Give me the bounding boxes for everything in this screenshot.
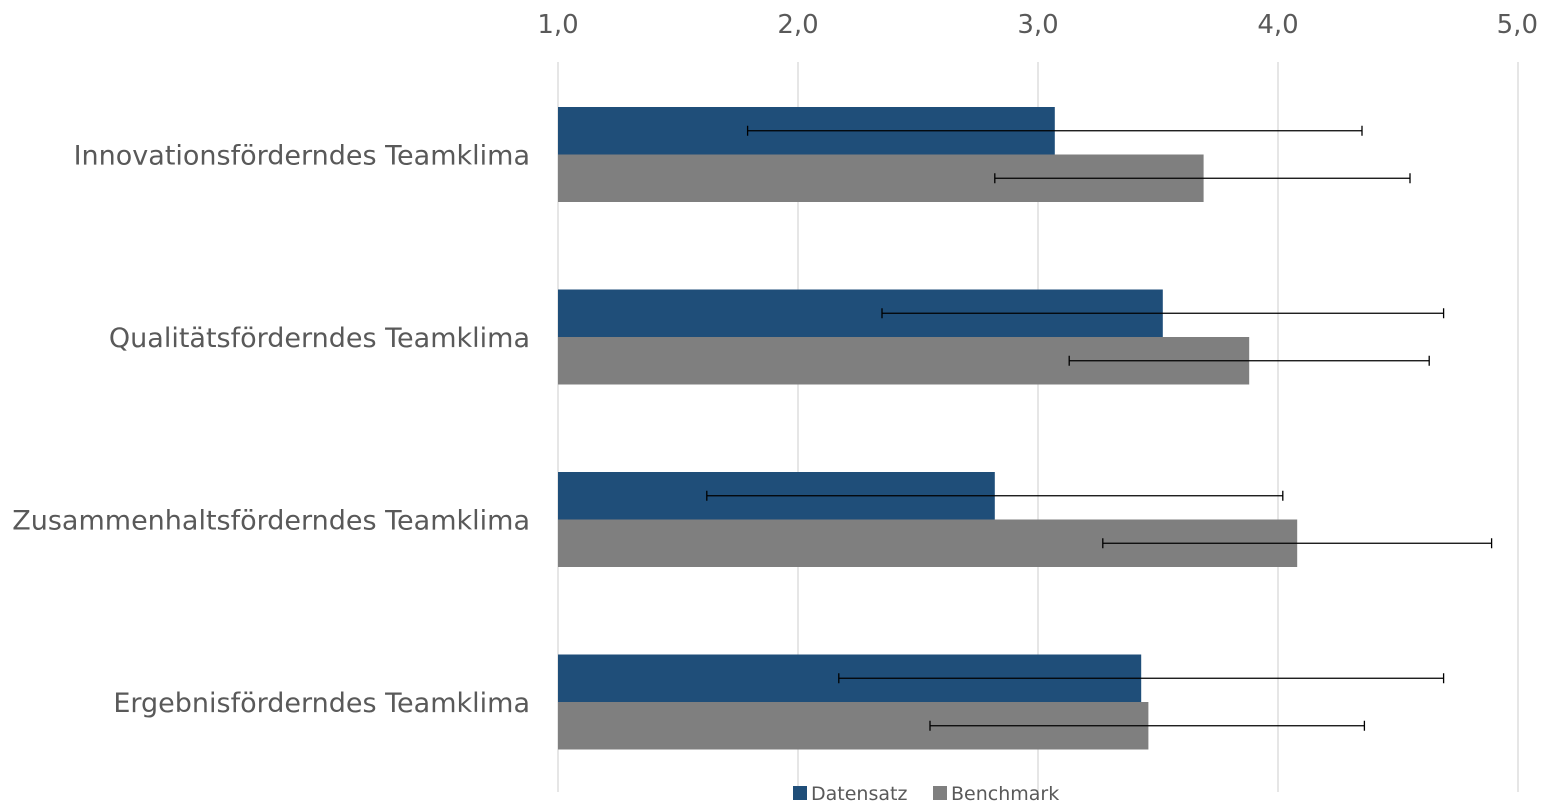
x-tick-label: 2,0: [777, 10, 818, 40]
legend-label-datensatz: Datensatz: [811, 783, 907, 803]
x-tick-label: 5,0: [1497, 10, 1538, 40]
legend-swatch-datensatz: [793, 786, 807, 800]
error-bars: [707, 126, 1492, 731]
legend: Datensatz Benchmark: [793, 783, 1059, 803]
category-label: Innovationsförderndes Teamklima: [74, 141, 530, 172]
category-label: Ergebnisförderndes Teamklima: [113, 688, 530, 719]
legend-swatch-benchmark: [933, 786, 947, 800]
category-labels: Innovationsförderndes Teamklima Qualitäts…: [12, 141, 530, 720]
bars: [558, 107, 1297, 750]
category-label: Qualitätsförderndes Teamklima: [109, 323, 530, 354]
x-tick-label: 4,0: [1257, 10, 1298, 40]
x-tick-label: 3,0: [1017, 10, 1058, 40]
x-axis-ticks: 1,0 2,0 3,0 4,0 5,0: [537, 10, 1538, 40]
x-tick-label: 1,0: [537, 10, 578, 40]
category-label: Zusammenhaltsförderndes Teamklima: [12, 506, 530, 537]
legend-label-benchmark: Benchmark: [951, 783, 1059, 803]
